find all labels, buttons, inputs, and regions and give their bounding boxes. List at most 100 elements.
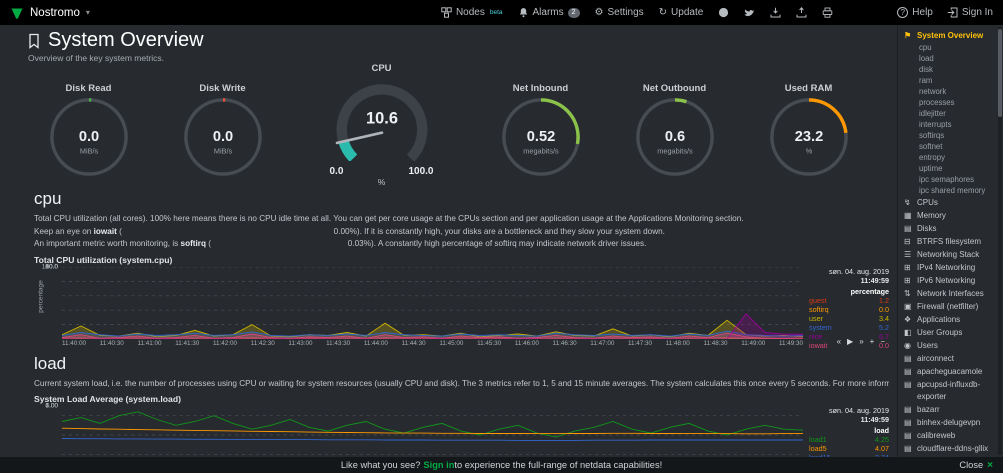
alarms-button[interactable]: Alarms 2 [518, 7, 580, 18]
banner-signin-link[interactable]: Sign in [423, 460, 455, 470]
banner-close-button[interactable]: Close × [959, 457, 993, 473]
sidebar-item-firewall-netfilter-[interactable]: ▣ Firewall (netfilter) [904, 301, 995, 313]
export-snapshot-button[interactable] [796, 7, 807, 18]
sidebar-item-ipc-semaphores[interactable]: ipc semaphores [904, 174, 995, 185]
legend-row[interactable]: load1 4.25 [809, 435, 889, 444]
sidebar-item-networking-stack[interactable]: ☰ Networking Stack [904, 249, 995, 261]
gauge-net-inbound[interactable]: Net Inbound 0.52 megabits/s [491, 83, 591, 183]
gauge-minmax: 0.0 100.0 [322, 166, 442, 177]
sidebar-item-label: cpu [919, 43, 932, 52]
update-button[interactable]: ↻ Update [659, 7, 704, 18]
sidebar-item-disks[interactable]: ▤ Disks [904, 223, 995, 235]
gauge-net-outbound[interactable]: Net Outbound 0.6 megabits/s [625, 83, 725, 183]
sidebar-item-label: network [919, 87, 947, 96]
legend-series-name: guest [809, 295, 827, 305]
sidebar-item-ipv6-networking[interactable]: ⊞ IPv6 Networking [904, 275, 995, 287]
pan-right-icon[interactable]: » [859, 336, 864, 346]
sidebar-item-system-overview[interactable]: ⚑ System Overview [904, 30, 995, 42]
legend-series-name: load1 [809, 435, 827, 444]
disk-icon: ▤ [904, 224, 912, 233]
sidebar-item-entropy[interactable]: entropy [904, 152, 995, 163]
x-tick: 11:43:00 [288, 339, 313, 347]
gauge-disk-read[interactable]: Disk Read 0.0 MiB/s [39, 83, 139, 183]
nodes-button[interactable]: Nodes beta [441, 7, 503, 18]
legend-row[interactable]: iowait 0.0 [809, 341, 889, 350]
section-heading-load[interactable]: load [34, 353, 67, 373]
print-button[interactable] [822, 7, 833, 18]
sidebar-item-ram[interactable]: ram [904, 75, 995, 86]
github-button[interactable] [718, 7, 729, 18]
legend-row[interactable]: load15 3.74 [809, 453, 889, 457]
sidebar-item-idlejitter[interactable]: idlejitter [904, 108, 995, 119]
sidebar-item-memory[interactable]: ▦ Memory [904, 210, 995, 222]
signin-button[interactable]: Sign In [947, 7, 993, 18]
sidebar-item-processes[interactable]: processes [904, 97, 995, 108]
sidebar-item-softirqs[interactable]: softirqs [904, 130, 995, 141]
main-content: System Overview Overview of the key syst… [0, 25, 897, 457]
sidebar-item-cpus[interactable]: ↯ CPUs [904, 197, 995, 209]
sidebar-item-ipc-shared-memory[interactable]: ipc shared memory [904, 185, 995, 196]
x-tick: 11:43:30 [326, 339, 351, 347]
gauge-title: Used RAM [784, 83, 833, 94]
scrollbar-thumb[interactable] [998, 29, 1002, 117]
scrollbar[interactable] [998, 27, 1002, 455]
zoom-in-icon[interactable]: + [869, 336, 875, 346]
legend-row[interactable]: softirq 0.0 [809, 305, 889, 314]
sidebar-item-cloudflare-ddns-gllix[interactable]: ▤ cloudflare-ddns-gllix [904, 443, 995, 455]
sidebar-item-btrfs-filesystem[interactable]: ⊟ BTRFS filesystem [904, 236, 995, 248]
groups-icon: ◧ [904, 328, 912, 337]
settings-button[interactable]: ⚙ Settings [595, 7, 644, 18]
sidebar-item-label: binhex-delugevpn [917, 418, 981, 427]
sidebar-item-user-groups[interactable]: ◧ User Groups [904, 327, 995, 339]
sidebar-item-softnet[interactable]: softnet [904, 141, 995, 152]
gear-icon: ⚙ [594, 6, 604, 18]
gauge-cpu[interactable]: CPU 10.6 0.0 100.0 % [307, 63, 457, 187]
legend-row[interactable]: guest 1.2 [809, 296, 889, 305]
gauge-value: 0.0 [78, 129, 98, 145]
x-tick: 11:44:30 [401, 339, 426, 347]
twitter-button[interactable] [744, 8, 755, 18]
sidebar-item-users[interactable]: ◉ Users [904, 340, 995, 352]
sidebar-item-network[interactable]: network [904, 86, 995, 97]
header-right: ? Help Sign In [897, 7, 993, 18]
sidebar-item-network-interfaces[interactable]: ⇅ Network Interfaces [904, 288, 995, 300]
gauge-disk-write[interactable]: Disk Write 0.0 MiB/s [173, 83, 273, 183]
sidebar-item-cpu[interactable]: cpu [904, 42, 995, 53]
brand-menu[interactable]: Nostromo ▾ [10, 6, 90, 20]
sidebar-item-uptime[interactable]: uptime [904, 163, 995, 174]
y-tick: 60.0 [45, 263, 58, 270]
sidebar-item-apcupsd-influxdb-exporter[interactable]: ▤ apcupsd-influxdb-exporter [904, 379, 995, 403]
chart-title[interactable]: System Load Average (system.load) [34, 394, 181, 404]
plot-area[interactable] [62, 406, 803, 457]
section-heading-cpu[interactable]: cpu [34, 189, 62, 208]
sidebar-item-disk[interactable]: disk [904, 64, 995, 75]
x-axis-ticks: 11:40:00 11:40:30 11:41:00 11:41:30 11:42:00… [62, 340, 803, 347]
pan-left-icon[interactable]: « [836, 336, 842, 346]
play-icon[interactable]: ▶ [847, 336, 854, 346]
y-tick: 4.00 [45, 402, 58, 410]
interfaces-icon: ⇅ [904, 289, 911, 298]
chart-title[interactable]: Total CPU utilization (system.cpu) [34, 254, 173, 265]
sidebar-item-ipv4-networking[interactable]: ⊞ IPv4 Networking [904, 262, 995, 274]
sidebar-item-label: BTRFS filesystem [917, 237, 982, 246]
import-snapshot-button[interactable] [770, 7, 781, 18]
sidebar-item-applications[interactable]: ❖ Applications [904, 314, 995, 326]
sidebar-item-load[interactable]: load [904, 53, 995, 64]
help-button[interactable]: ? Help [897, 7, 933, 18]
sidebar-item-interrupts[interactable]: interrupts [904, 119, 995, 130]
sidebar-item-label: Disks [917, 224, 937, 233]
sidebar-item-bazarr[interactable]: ▤ bazarr [904, 404, 995, 416]
gauge-used-ram[interactable]: Used RAM 23.2 % [759, 83, 859, 183]
legend-row[interactable]: user 3.4 [809, 314, 889, 323]
gauge-value: 23.2 [794, 129, 822, 145]
zoom-out-icon[interactable]: − [880, 336, 885, 346]
sidebar-item-airconnect[interactable]: ▤ airconnect [904, 353, 995, 365]
plot-area[interactable]: 11:40:00 11:40:30 11:41:00 11:41:30 11:42:00… [62, 266, 803, 347]
sidebar-item-binhex-delugevpn[interactable]: ▤ binhex-delugevpn [904, 417, 995, 429]
legend-row[interactable]: nice 6.7 [809, 332, 889, 341]
gauge-title: Net Inbound [512, 83, 569, 94]
legend-row[interactable]: system 5.2 [809, 323, 889, 332]
sidebar-item-apacheguacamole[interactable]: ▤ apacheguacamole [904, 366, 995, 378]
sidebar-item-calibreweb[interactable]: ▤ calibreweb [904, 430, 995, 442]
legend-row[interactable]: load5 4.07 [809, 444, 889, 453]
